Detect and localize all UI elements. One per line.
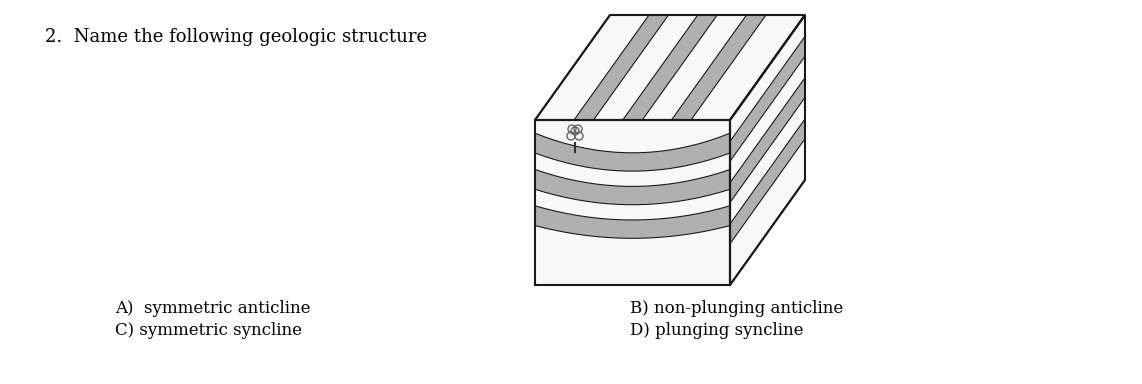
- Polygon shape: [534, 206, 730, 238]
- Polygon shape: [574, 15, 668, 120]
- Polygon shape: [671, 15, 766, 120]
- Polygon shape: [730, 15, 805, 285]
- Polygon shape: [534, 133, 730, 171]
- Text: A)  symmetric anticline: A) symmetric anticline: [115, 300, 311, 317]
- Text: D) plunging syncline: D) plunging syncline: [630, 322, 804, 339]
- Polygon shape: [730, 78, 805, 202]
- Text: B) non-plunging anticline: B) non-plunging anticline: [630, 300, 843, 317]
- Polygon shape: [534, 169, 730, 205]
- Polygon shape: [534, 120, 730, 285]
- Polygon shape: [730, 36, 805, 161]
- Polygon shape: [622, 15, 717, 120]
- Polygon shape: [534, 15, 805, 120]
- Polygon shape: [730, 119, 805, 244]
- Text: C) symmetric syncline: C) symmetric syncline: [115, 322, 301, 339]
- Text: 2.  Name the following geologic structure: 2. Name the following geologic structure: [45, 28, 427, 46]
